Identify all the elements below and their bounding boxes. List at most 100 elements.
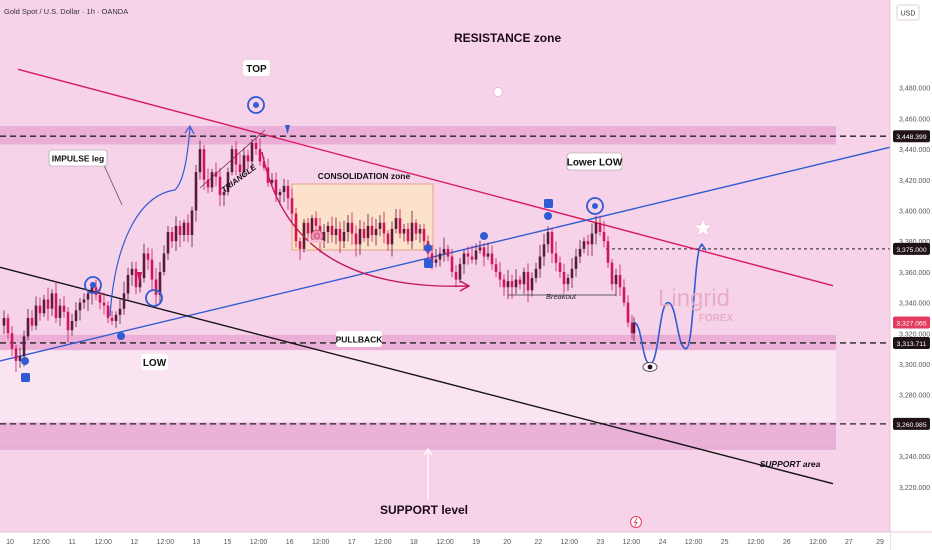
price-tag-box	[893, 417, 930, 430]
price-tick-label: 3,440.000	[899, 147, 930, 154]
time-tick-label: 29	[876, 539, 884, 546]
candle-body	[370, 225, 374, 236]
price-tick-label: 3,420.000	[899, 178, 930, 185]
price-tick-label: 3,400.000	[899, 209, 930, 216]
candle-body	[354, 233, 358, 245]
time-tick-label: 12:00	[809, 539, 827, 546]
candle-body	[530, 278, 534, 291]
candle-body	[174, 225, 178, 242]
price-tag-box	[893, 242, 930, 255]
pullback-arrowhead	[459, 280, 471, 292]
candle-body	[146, 253, 150, 260]
target-star-icon	[692, 216, 714, 238]
candle-body	[50, 293, 54, 309]
candle-body	[558, 262, 562, 272]
candle-body	[206, 179, 210, 188]
candle-body	[462, 253, 466, 265]
projection-path	[633, 243, 703, 365]
candle-body	[186, 222, 190, 236]
time-tick-label: 25	[721, 539, 729, 546]
candle-body	[470, 256, 474, 260]
price-axis[interactable]	[890, 0, 932, 550]
impulse-arrowhead	[184, 124, 195, 135]
candle-body	[430, 253, 434, 263]
candle-body	[126, 274, 130, 294]
candle-body	[490, 253, 494, 265]
lower-low-box	[566, 152, 623, 171]
pullback-box	[336, 331, 382, 347]
time-tick-label: 16	[286, 539, 294, 546]
flash-icon	[630, 516, 642, 528]
candle-body	[298, 241, 302, 249]
event-marker	[493, 87, 503, 97]
candle-body	[574, 256, 578, 269]
price-tick-label: 3,240.000	[899, 454, 930, 461]
time-tick-label: 12:00	[374, 539, 392, 546]
candle-body	[554, 253, 558, 263]
candle-body	[214, 172, 218, 177]
consolidation-zone-label: CONSOLIDATION zone	[318, 171, 411, 181]
top-circle	[247, 96, 265, 114]
candle-body	[502, 279, 506, 288]
candle-body	[66, 311, 70, 331]
candle-body	[514, 279, 518, 288]
candle-body	[338, 228, 342, 242]
time-tick-label: 12:00	[436, 539, 454, 546]
watermark-sub: FOREX	[699, 313, 734, 324]
candle-body	[450, 256, 454, 272]
candle-body	[46, 299, 50, 309]
candle-body	[58, 305, 62, 318]
time-tick-label: 26	[783, 539, 791, 546]
candle-body	[322, 231, 326, 242]
candle-body	[406, 228, 410, 242]
candle-body	[362, 228, 366, 239]
candle-body	[442, 248, 446, 254]
price-tick-label: 3,380.000	[899, 239, 930, 246]
price-tag-label: 3,327.065	[896, 320, 926, 327]
touch-dot	[592, 203, 598, 209]
black-trendline	[0, 266, 834, 485]
candle-body	[410, 222, 414, 242]
price-tag-box	[893, 130, 930, 143]
time-tick-label: 17	[348, 539, 356, 546]
candle-body	[262, 161, 266, 168]
time-tick-label: 12:00	[561, 539, 579, 546]
projection-arrowhead	[697, 242, 707, 251]
price-tick-label: 3,480.000	[899, 86, 930, 93]
time-tick-label: 11	[69, 539, 76, 546]
flag-marker	[285, 125, 290, 134]
time-tick-label: 10	[6, 539, 14, 546]
candle-body	[166, 231, 170, 254]
time-axis[interactable]	[0, 532, 890, 550]
support-level-label: SUPPORT level	[380, 503, 468, 517]
candle-body	[90, 287, 94, 294]
candle-body	[2, 317, 6, 326]
top-label-box	[243, 60, 270, 76]
time-tick-label: 12:00	[94, 539, 112, 546]
candle-body	[42, 299, 46, 314]
candle-body	[18, 356, 22, 361]
candle-body	[398, 218, 402, 234]
support-band	[0, 334, 836, 351]
time-tick-label: 22	[534, 539, 542, 546]
time-tick-label: 23	[596, 539, 604, 546]
candle-body	[386, 233, 390, 245]
candle-body	[122, 293, 126, 309]
price-tags: 3,448.399 3,375.000 3,327.065 3,313.711 3,26…	[893, 130, 930, 430]
candle-body	[154, 279, 158, 295]
currency-box[interactable]	[896, 4, 920, 21]
candle-body	[590, 233, 594, 245]
candle-body	[106, 305, 110, 318]
candle-body	[482, 247, 486, 257]
candle-body	[550, 231, 554, 254]
price-tag-label: 3,260.985	[896, 422, 926, 429]
watermark-logo: Lingrid	[658, 285, 730, 312]
candle-body	[94, 287, 98, 295]
candle-body	[510, 281, 514, 288]
touch-dot	[90, 282, 96, 288]
candle-body	[286, 185, 290, 199]
candle-body	[110, 317, 114, 322]
candle-body	[34, 305, 38, 326]
impulse-connector	[102, 162, 123, 206]
